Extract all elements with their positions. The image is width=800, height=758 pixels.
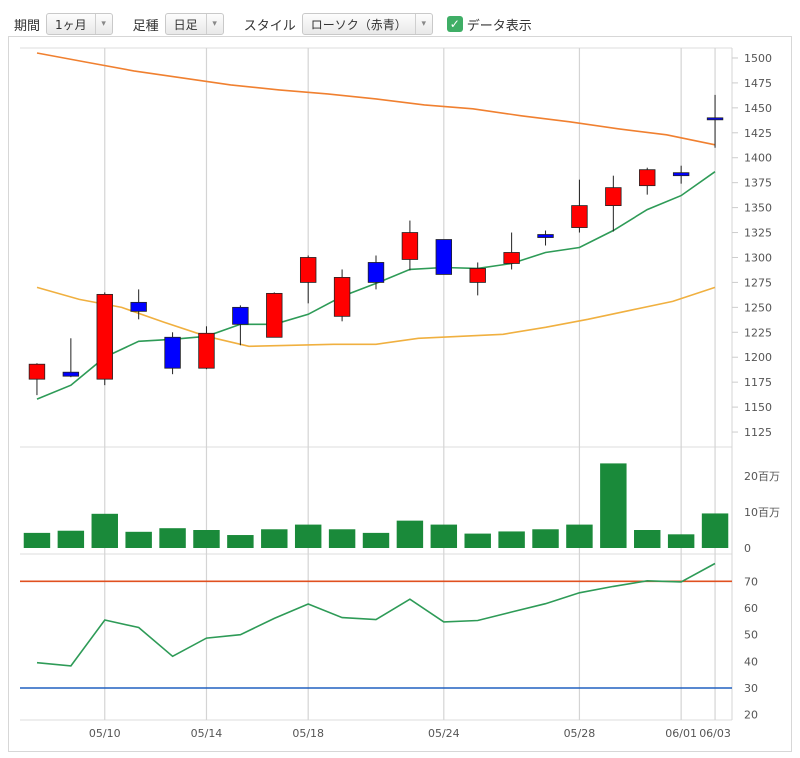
candle-body <box>62 371 80 377</box>
rsi-panel <box>20 562 732 689</box>
price-tick-label: 1300 <box>744 251 772 264</box>
bar-type-value: 日足 <box>173 17 198 32</box>
chevron-down-icon: ▾ <box>414 14 432 34</box>
price-tick-label: 1375 <box>744 177 772 190</box>
volume-bar <box>667 534 695 548</box>
price-tick-label: 1450 <box>744 102 772 115</box>
price-panel <box>28 52 724 400</box>
style-value: ローソク（赤青） <box>310 17 407 32</box>
candle-body <box>605 187 622 207</box>
volume-panel <box>23 463 729 548</box>
volume-bar <box>261 529 288 548</box>
rsi-tick-label: 70 <box>744 575 758 588</box>
date-tick-label: 06/01 <box>665 727 697 740</box>
candle-body <box>672 172 690 177</box>
candle-body <box>333 277 351 317</box>
style-select[interactable]: ローソク（赤青） ▾ <box>301 13 433 35</box>
candle-body <box>232 306 249 325</box>
price-tick-label: 1125 <box>744 426 772 439</box>
bar-type-select[interactable]: 日足 ▾ <box>164 13 224 35</box>
volume-tick-label: 20百万 <box>744 470 780 483</box>
volume-bar <box>91 513 118 548</box>
volume-bar <box>464 533 491 548</box>
candle-body <box>639 169 656 187</box>
volume-bar <box>430 524 458 548</box>
style-label: スタイル <box>243 18 296 34</box>
chevron-down-icon: ▾ <box>205 14 223 34</box>
price-tick-label: 1225 <box>744 326 772 339</box>
date-tick-label: 05/28 <box>564 727 596 740</box>
volume-bar <box>294 524 322 548</box>
candle-body <box>401 232 419 260</box>
rsi-line <box>36 562 716 667</box>
volume-bar <box>532 529 559 548</box>
candle-body <box>503 252 520 264</box>
period-value: 1ヶ月 <box>55 17 87 32</box>
period-select[interactable]: 1ヶ月 ▾ <box>46 13 113 35</box>
date-tick-label: 05/24 <box>428 727 460 740</box>
bar-type-label: 足種 <box>132 18 159 34</box>
date-tick-label: 06/03 <box>699 727 731 740</box>
grid-lines <box>20 47 738 721</box>
volume-bar <box>396 520 424 548</box>
candle-body <box>706 117 724 121</box>
rsi-tick-label: 50 <box>744 629 758 642</box>
volume-bar <box>634 530 661 548</box>
price-tick-label: 1425 <box>744 127 772 140</box>
rsi-tick-label: 30 <box>744 682 758 695</box>
data-display-checkbox[interactable]: ✓ <box>446 16 463 32</box>
date-tick-label: 05/14 <box>191 727 223 740</box>
candle-body <box>164 336 181 369</box>
price-tick-label: 1350 <box>744 202 772 215</box>
volume-tick-label: 10百万 <box>744 506 780 519</box>
volume-bar <box>193 530 220 548</box>
price-tick-label: 1475 <box>744 77 772 90</box>
rsi-tick-label: 60 <box>744 602 758 615</box>
candle-body <box>367 262 385 283</box>
volume-bar <box>23 532 51 548</box>
candle-body <box>571 205 588 228</box>
axis-labels: 1500 1475 1450 1425 1400 1375 1350 1325 1300 1275… <box>89 52 780 740</box>
chart-frame <box>8 36 792 752</box>
volume-bar <box>498 531 525 548</box>
date-tick-label: 05/18 <box>292 727 324 740</box>
date-tick-label: 05/10 <box>89 727 121 740</box>
candle-body <box>28 363 46 380</box>
candle-body <box>299 257 317 283</box>
candle-body <box>469 268 486 283</box>
volume-bar <box>57 530 85 548</box>
period-label: 期間 <box>14 18 41 34</box>
volume-bar <box>227 535 254 548</box>
price-tick-label: 1275 <box>744 276 772 289</box>
candle-body <box>198 332 215 369</box>
price-tick-label: 1325 <box>744 227 772 240</box>
volume-tick-label: 0 <box>744 542 751 555</box>
volume-bar <box>159 528 186 548</box>
candle-body <box>96 293 113 380</box>
volume-bar <box>125 531 152 548</box>
price-tick-label: 1150 <box>744 401 772 414</box>
price-tick-label: 1175 <box>744 376 772 389</box>
candle-body <box>130 301 147 312</box>
price-tick-label: 1250 <box>744 301 772 314</box>
candle-body <box>537 234 554 238</box>
volume-bar <box>362 532 390 548</box>
rsi-tick-label: 20 <box>744 709 758 722</box>
price-tick-label: 1200 <box>744 351 772 364</box>
chevron-down-icon: ▾ <box>94 14 112 34</box>
rsi-tick-label: 40 <box>744 655 758 668</box>
volume-bar <box>600 463 627 548</box>
data-display-label: データ表示 <box>466 18 532 34</box>
moving-average-mid-line <box>36 52 716 146</box>
candle-body <box>435 239 453 275</box>
price-tick-label: 1500 <box>744 52 772 65</box>
volume-bar <box>328 529 356 548</box>
volume-bar <box>566 524 593 548</box>
chart-toolbar: 期間 1ヶ月 ▾ 足種 日足 ▾ スタイル ローソク（赤青） ▾ ✓ データ表示 <box>8 8 792 40</box>
price-tick-label: 1400 <box>744 152 772 165</box>
candle-body <box>266 292 283 338</box>
volume-bar <box>701 513 729 548</box>
moving-average-long-line <box>36 286 716 348</box>
